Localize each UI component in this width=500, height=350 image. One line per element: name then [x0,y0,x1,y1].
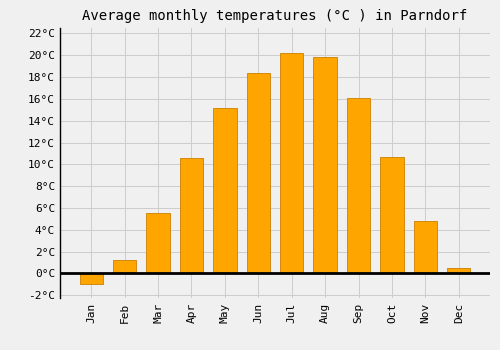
Bar [280,53,303,273]
Bar [380,157,404,273]
Bar [113,260,136,273]
Title: Average monthly temperatures (°C ) in Parndorf: Average monthly temperatures (°C ) in Pa… [82,9,468,23]
Bar [246,73,270,273]
Bar [213,108,236,273]
Bar [146,214,170,273]
Bar [80,273,103,285]
Bar [447,268,470,273]
Bar [180,158,203,273]
Bar [347,98,370,273]
Bar [314,57,337,273]
Bar [414,221,437,273]
